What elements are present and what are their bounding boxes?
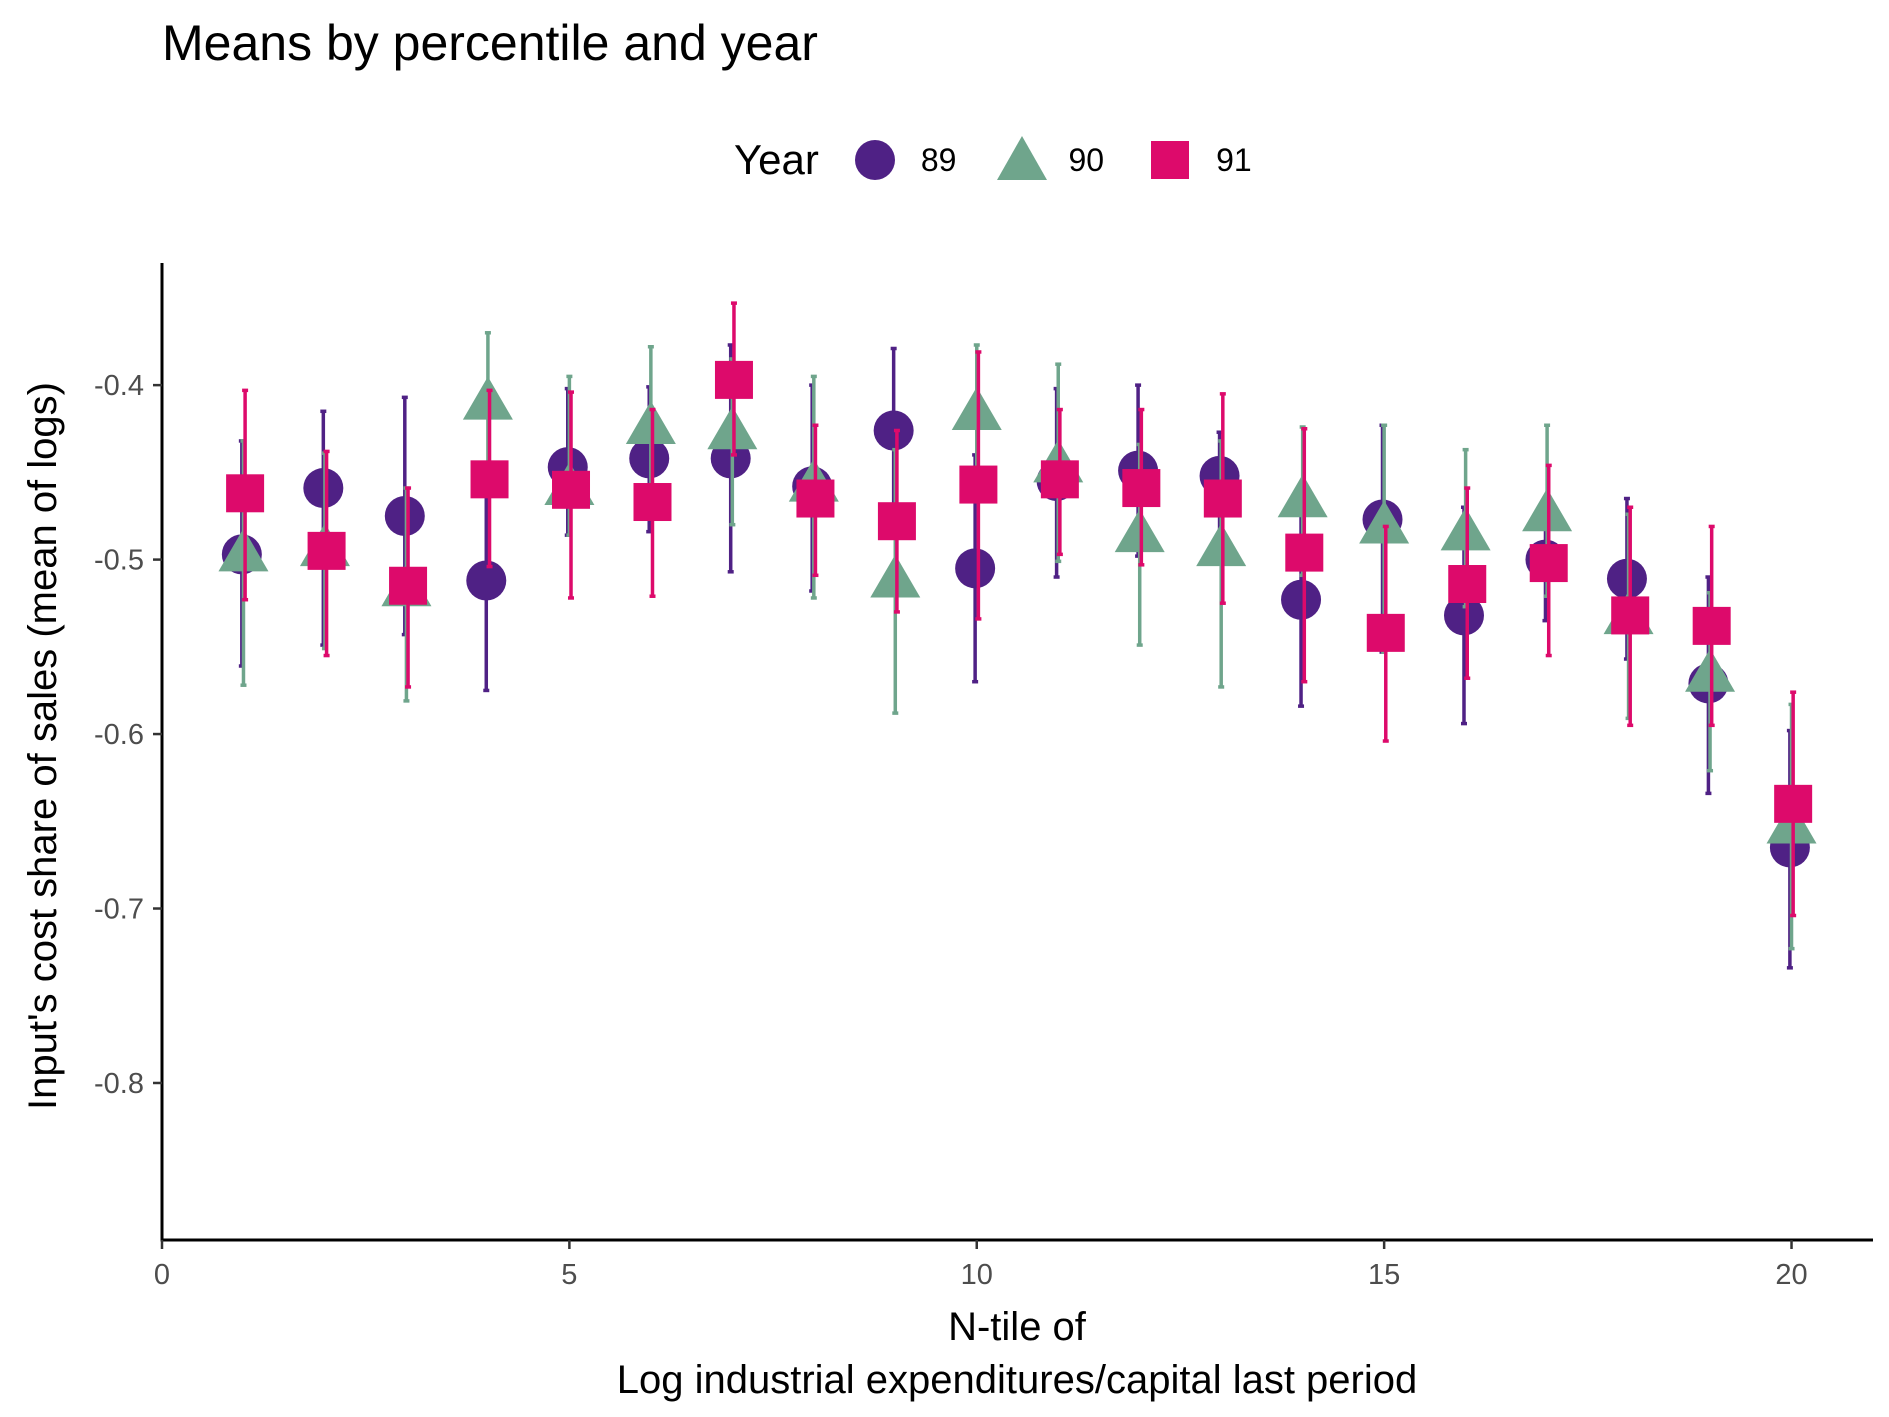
legend-label-90: 90 [1068, 141, 1105, 178]
point-square [389, 566, 428, 605]
series-91 [226, 301, 1813, 918]
legend-label-91: 91 [1216, 141, 1252, 178]
x-tick-label: 15 [1368, 1259, 1400, 1291]
legend-item-90: 90 [994, 132, 1120, 188]
y-tick-label: -0.5 [94, 545, 144, 577]
point-square [1122, 469, 1161, 508]
point-square [959, 465, 998, 504]
point-circle [873, 410, 914, 451]
point-square [552, 470, 591, 509]
series-90 [218, 331, 1817, 951]
x-tick-label: 20 [1775, 1259, 1807, 1291]
point-square [1203, 479, 1242, 518]
x-axis-title-line-1: N-tile of [948, 1305, 1087, 1349]
data-marks [218, 301, 1817, 970]
point-square [1285, 533, 1324, 572]
x-axis-title-line-2: Log industrial expenditures/capital last… [617, 1358, 1418, 1402]
point-square [1448, 565, 1487, 604]
point-square [1692, 606, 1731, 645]
point-square [226, 474, 265, 513]
legend-key-square-icon [1151, 141, 1190, 179]
point-square [1529, 544, 1568, 583]
point-square [1611, 596, 1650, 635]
point-square [877, 502, 916, 541]
y-tick-label: -0.8 [94, 1068, 144, 1100]
point-square [714, 360, 753, 399]
legend-label-89: 89 [920, 141, 957, 178]
axis-ticks: 0 5 10 15 20 -0.4 -0.5 -0.6 -0.7 -0.8 [94, 370, 1808, 1291]
legend-item-89: 89 [847, 132, 973, 188]
chart-title: Means by percentile and year [162, 15, 818, 71]
point-square [470, 460, 509, 499]
point-square [633, 483, 672, 522]
legend: Year 89 90 91 [734, 128, 1290, 192]
legend-key-triangle-icon [997, 136, 1048, 180]
axes [160, 263, 1873, 1242]
point-circle [1443, 595, 1484, 636]
point-square [1774, 784, 1813, 823]
y-tick-label: -0.6 [94, 719, 144, 751]
point-circle [1281, 579, 1322, 620]
point-square [1040, 460, 1079, 499]
axis-titles: N-tile of Log industrial expenditures/ca… [21, 382, 1417, 1402]
point-square [1366, 613, 1405, 652]
y-tick-label: -0.7 [94, 894, 144, 926]
point-square [796, 479, 835, 518]
y-axis-title: Input's cost share of sales (mean of log… [21, 382, 65, 1110]
x-tick-label: 10 [961, 1259, 993, 1291]
legend-title: Year [734, 136, 819, 183]
point-square [307, 531, 346, 570]
series-89 [221, 343, 1810, 970]
legend-key-circle-icon [854, 140, 895, 180]
y-tick-label: -0.4 [94, 370, 144, 402]
x-tick-label: 5 [561, 1259, 577, 1291]
point-circle [955, 548, 996, 589]
point-circle [466, 560, 507, 601]
legend-item-91: 91 [1142, 132, 1268, 188]
point-triangle [1359, 500, 1410, 544]
x-tick-label: 0 [154, 1259, 170, 1291]
